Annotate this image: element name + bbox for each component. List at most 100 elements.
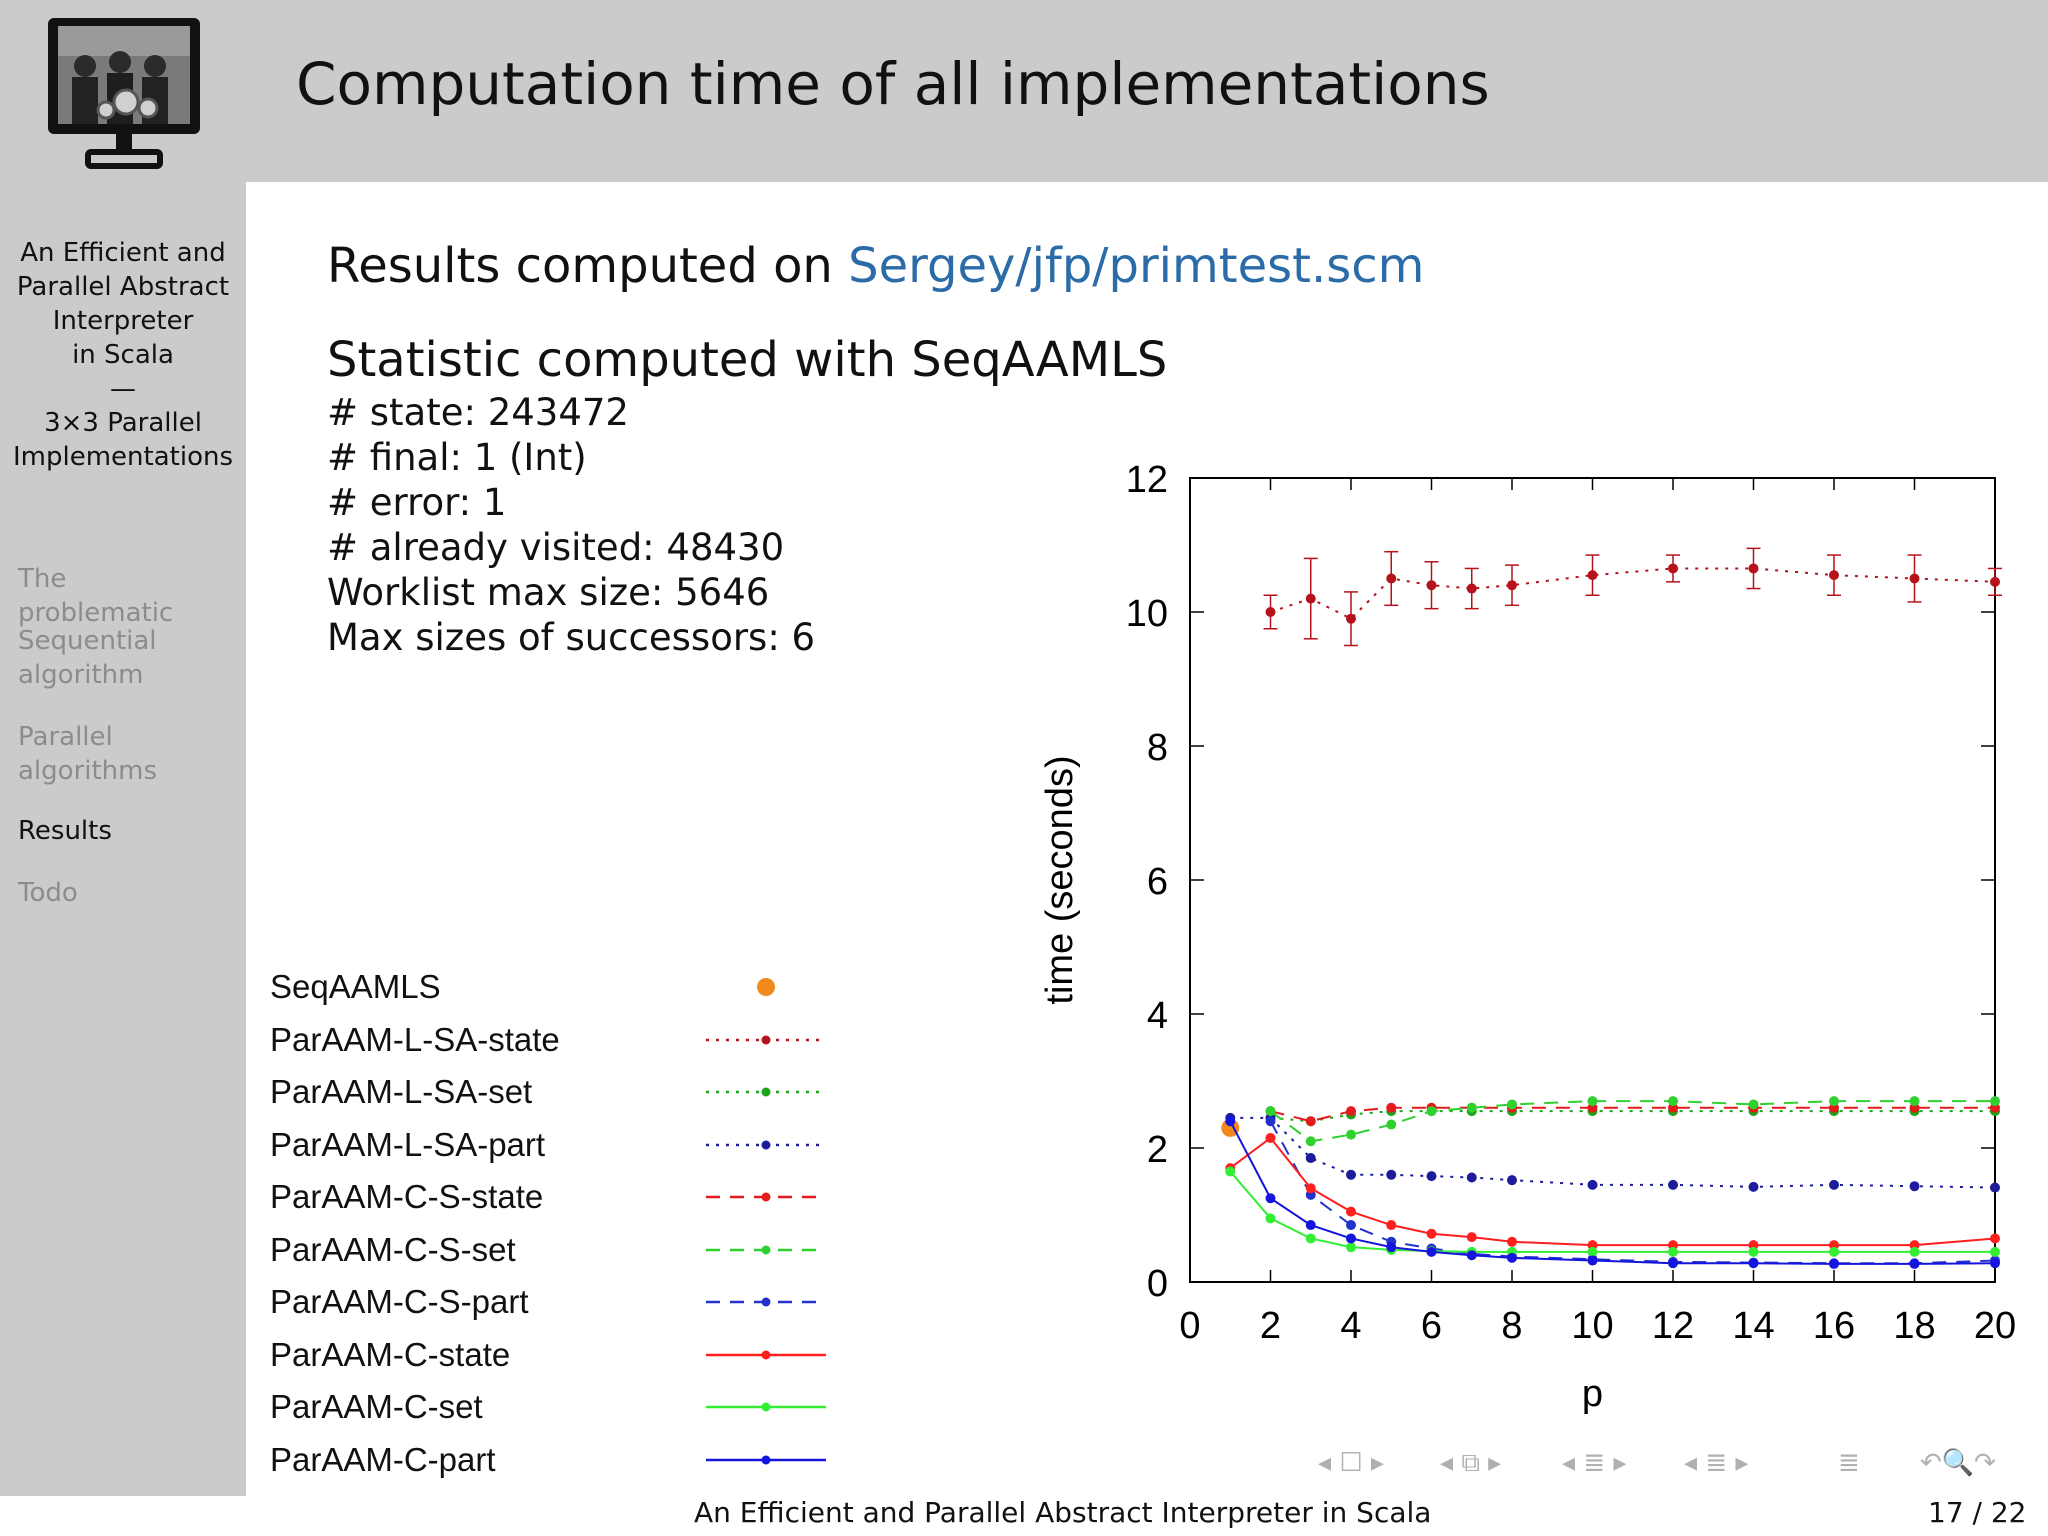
legend-label: ParAAM-L-SA-part xyxy=(270,1125,546,1163)
data-point xyxy=(1225,1166,1236,1177)
data-point xyxy=(1426,1171,1437,1182)
legend-label: ParAAM-C-S-state xyxy=(270,1178,544,1215)
data-point xyxy=(1305,1233,1316,1244)
data-point xyxy=(1668,1096,1678,1107)
data-point xyxy=(1829,1258,1839,1269)
stat-line: Worklist max size: 5646 xyxy=(327,571,770,614)
data-point xyxy=(1305,1136,1316,1147)
stat-line: Max sizes of successors: 6 xyxy=(327,616,816,659)
stat-line: # already visited: 48430 xyxy=(327,526,785,569)
y-tick-label: 12 xyxy=(1126,459,1168,501)
x-tick-label: 8 xyxy=(1501,1305,1522,1347)
nav-subsection-icon[interactable]: ◂ ⧉ ▸ xyxy=(1440,1448,1502,1478)
sidebar-title-line: Parallel Abstract xyxy=(16,272,230,302)
data-point xyxy=(1507,1236,1517,1247)
data-point xyxy=(1668,1179,1678,1190)
data-point xyxy=(1990,1246,2000,1257)
results-heading: Results computed on Sergey/jfp/primtest.… xyxy=(327,238,1424,294)
data-point xyxy=(1587,1255,1598,1266)
data-point xyxy=(1909,1181,1920,1192)
data-point xyxy=(1829,1179,1839,1190)
legend-sample xyxy=(706,1035,826,1044)
data-point xyxy=(1265,1193,1276,1204)
footer-title: An Efficient and Parallel Abstract Inter… xyxy=(694,1496,1432,1529)
statistic-heading: Statistic computed with SeqAAMLS xyxy=(327,332,1168,388)
data-point xyxy=(1909,1246,1920,1257)
data-point xyxy=(1990,1258,2000,1269)
data-point xyxy=(1426,1106,1437,1117)
legend-sample xyxy=(706,1192,826,1202)
data-point xyxy=(1990,1182,2000,1193)
nav-frame-icon[interactable]: ◂ ☐ ▸ xyxy=(1318,1448,1384,1478)
x-tick-label: 0 xyxy=(1179,1305,1200,1347)
data-point xyxy=(1426,580,1437,591)
data-point xyxy=(1346,1206,1356,1217)
legend-entry: ParAAM-C-part xyxy=(270,1433,840,1485)
legend-entry: ParAAM-L-SA-set xyxy=(270,1065,840,1117)
y-tick-label: 4 xyxy=(1147,995,1168,1037)
x-tick-label: 6 xyxy=(1421,1305,1442,1347)
results-file-link[interactable]: Sergey/jfp/primtest.scm xyxy=(848,238,1425,294)
series-line xyxy=(1270,567,1996,620)
series-line xyxy=(1229,1136,1996,1247)
series-line xyxy=(1270,1106,1995,1123)
x-tick-label: 12 xyxy=(1652,1305,1694,1347)
x-tick-label: 4 xyxy=(1340,1305,1361,1347)
data-point xyxy=(1909,1096,1920,1107)
data-point xyxy=(1748,1181,1759,1192)
x-tick-label: 20 xyxy=(1974,1305,2016,1347)
legend-entry: ParAAM-C-S-set xyxy=(270,1223,840,1275)
nav-search-icon[interactable]: ↶🔍↷ xyxy=(1920,1448,1996,1478)
data-point xyxy=(1386,1102,1397,1113)
data-point xyxy=(1748,1258,1759,1269)
nav-document-icon[interactable]: ◂ ≣ ▸ xyxy=(1684,1448,1749,1478)
sidebar-item-sequential[interactable]: Sequential algorithm xyxy=(18,626,157,690)
y-tick-label: 8 xyxy=(1147,727,1168,769)
data-point xyxy=(1990,576,2000,587)
sidebar-item-parallel[interactable]: Parallel algorithms xyxy=(18,722,158,786)
sidebar-item-problematic[interactable]: The problematic xyxy=(18,564,174,628)
sidebar-item-results[interactable]: Results xyxy=(18,816,112,846)
data-point xyxy=(1466,583,1477,594)
data-point xyxy=(1466,1250,1477,1261)
slide-title: Computation time of all implementations xyxy=(296,50,1490,118)
x-tick-label: 16 xyxy=(1813,1305,1855,1347)
legend-entry: SeqAAMLS xyxy=(270,960,840,1012)
legend-entry: ParAAM-C-S-part xyxy=(270,1275,840,1327)
sidebar-item-todo[interactable]: Todo xyxy=(18,878,78,908)
legend-entry: ParAAM-L-SA-part xyxy=(270,1118,840,1170)
data-point xyxy=(1305,1116,1316,1127)
legend-sample xyxy=(706,1297,826,1307)
y-tick-label: 2 xyxy=(1147,1129,1168,1171)
results-prefix: Results computed on xyxy=(327,238,833,294)
data-point xyxy=(1386,1119,1397,1130)
y-axis-label: time (seconds) xyxy=(1039,755,1081,1004)
sidebar-title-line: An Efficient and xyxy=(20,238,226,268)
data-point xyxy=(1386,1169,1397,1180)
data-point xyxy=(1426,1228,1437,1239)
data-point xyxy=(1225,1116,1236,1127)
data-point xyxy=(1587,1096,1598,1107)
data-point xyxy=(1265,1132,1276,1143)
data-point xyxy=(1305,1220,1316,1231)
x-axis-label: p xyxy=(1582,1373,1603,1415)
y-tick-label: 0 xyxy=(1147,1263,1168,1305)
stat-line: # error: 1 xyxy=(327,481,507,524)
data-point xyxy=(1748,563,1759,574)
timing-chart: 0 2 4 6 8 10 12 14 16 18 20 0 2 4 6 8 10 12 p time (seconds… xyxy=(1039,459,2016,1415)
data-point xyxy=(1346,1106,1356,1117)
x-tick-label: 14 xyxy=(1732,1305,1774,1347)
nav-section-icon[interactable]: ◂ ≣ ▸ xyxy=(1562,1448,1627,1478)
nav-toc-icon[interactable]: ≣ xyxy=(1838,1448,1860,1478)
legend-label: ParAAM-C-part xyxy=(270,1440,496,1478)
sidebar-title-line: Implementations xyxy=(13,442,233,472)
legend-sample xyxy=(706,1455,826,1464)
data-point xyxy=(1386,1220,1397,1231)
legend-entry: ParAAM-L-SA-state xyxy=(270,1013,840,1065)
data-point xyxy=(1990,1096,2000,1107)
data-point xyxy=(1346,1233,1356,1244)
data-point xyxy=(1829,1096,1839,1107)
x-tick-label: 2 xyxy=(1260,1305,1281,1347)
data-point xyxy=(1265,607,1276,617)
data-point xyxy=(1426,1246,1437,1257)
